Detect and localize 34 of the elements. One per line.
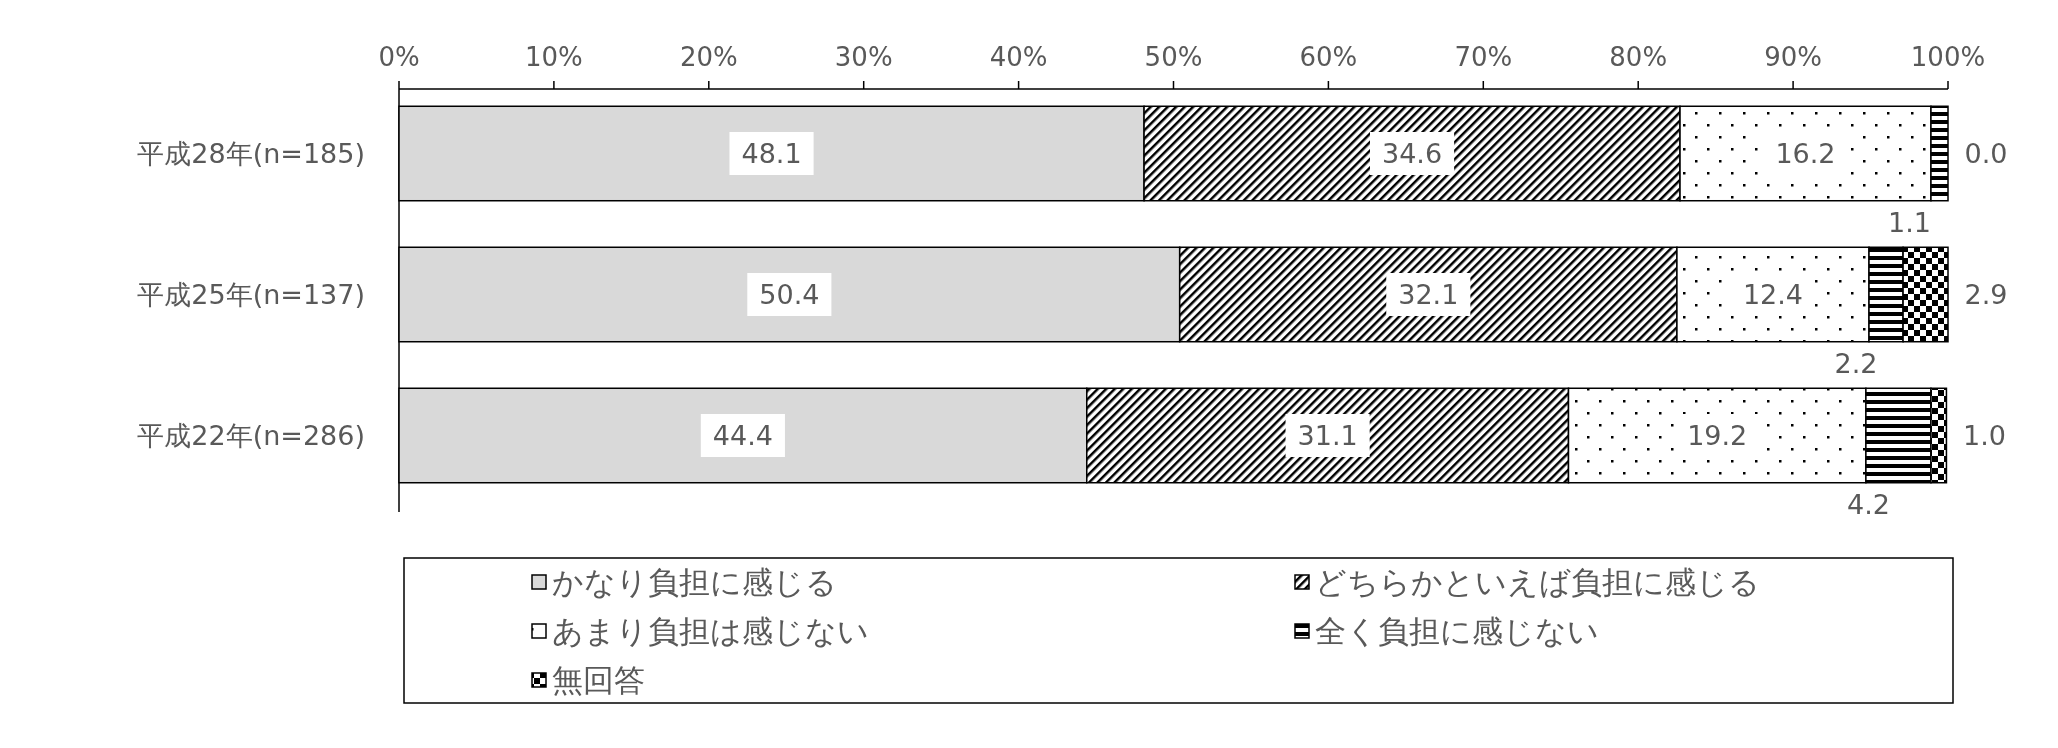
data-label: 12.4	[1742, 279, 1804, 310]
legend-label: どちらかといえば負担に感じる	[1315, 564, 1760, 600]
data-label: 2.2	[1834, 348, 1878, 380]
legend-label: かなり負担に感じる	[552, 564, 837, 600]
data-label: 2.9	[1964, 279, 2008, 310]
x-tick-label: 20%	[679, 42, 738, 72]
data-label: 32.1	[1398, 279, 1459, 310]
data-label: 0.0	[1964, 138, 2008, 169]
data-label: 44.4	[712, 420, 773, 451]
data-label: 1.0	[1962, 420, 2006, 451]
x-tick-label: 70%	[1454, 42, 1513, 72]
x-tick-label: 10%	[525, 42, 583, 72]
x-tick-label: 40%	[989, 42, 1048, 72]
data-label: 50.4	[759, 279, 820, 310]
y-tick-label: 平成28年(n=185)	[137, 138, 365, 169]
x-tick-label: 60%	[1299, 42, 1358, 72]
x-tick-label: 80%	[1609, 42, 1668, 72]
data-label: 1.1	[1888, 207, 1931, 239]
x-tick-label: 90%	[1764, 42, 1822, 72]
legend-label: 全く負担に感じない	[1315, 613, 1599, 649]
data-label: 31.1	[1297, 420, 1358, 451]
x-tick-label: 30%	[834, 42, 893, 72]
data-label: 4.2	[1846, 489, 1890, 521]
legend-label: 無回答	[552, 662, 645, 698]
x-tick-label: 0%	[378, 42, 420, 72]
y-tick-label: 平成25年(n=137)	[137, 279, 365, 310]
x-tick-label: 50%	[1144, 42, 1203, 72]
data-label: 34.6	[1381, 138, 1443, 169]
y-tick-label: 平成22年(n=286)	[137, 420, 365, 451]
x-tick-label: 100%	[1910, 42, 1986, 72]
data-label: 48.1	[741, 138, 802, 169]
data-label: 16.2	[1775, 138, 1836, 169]
data-label: 19.2	[1687, 420, 1748, 451]
legend-label: あまり負担は感じない	[552, 613, 869, 649]
